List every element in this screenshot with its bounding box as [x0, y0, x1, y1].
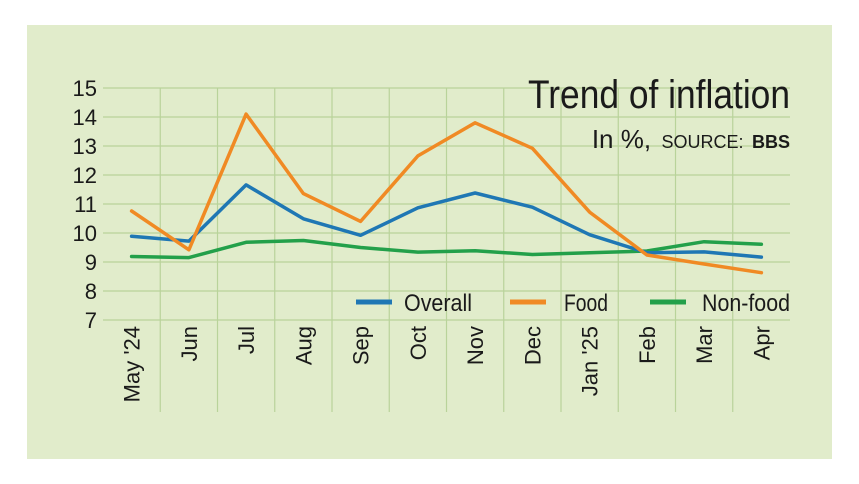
x-tick-label: Jul: [234, 326, 259, 354]
chart-subtitle: In %, SOURCE: BBS: [592, 124, 790, 154]
y-tick-label: 10: [73, 221, 97, 246]
x-tick-labels: May '24 Jun Jul Aug Sep Oct Nov Dec Jan '25 Feb Ma…: [120, 326, 775, 402]
y-tick-label: 13: [73, 134, 97, 159]
series-line-overall: [129, 183, 764, 259]
x-tick-label: Jun: [177, 326, 202, 361]
y-tick-label: 7: [85, 308, 97, 333]
x-tick-label: May '24: [120, 326, 145, 402]
y-tick-label: 12: [73, 163, 97, 188]
series-line-food: [129, 112, 764, 275]
series-line-nonfood: [129, 238, 764, 260]
source-value: BBS: [752, 132, 790, 152]
legend: Overall Food Non-food: [356, 290, 790, 317]
y-tick-label: 8: [85, 279, 97, 304]
x-tick-label: Dec: [520, 326, 545, 365]
x-tick-label: Jan '25: [578, 326, 603, 396]
series-lines: [129, 112, 764, 275]
x-tick-label: Apr: [749, 326, 774, 360]
y-tick-label: 14: [73, 105, 97, 130]
legend-label-food: Food: [564, 290, 608, 317]
chart-title: Trend of inflation: [528, 73, 790, 117]
legend-label-nonfood: Non-food: [702, 290, 790, 317]
x-tick-label: Nov: [463, 326, 488, 365]
y-tick-labels: 7 8 9 10 11 12 13 14 15: [73, 76, 97, 333]
legend-label-overall: Overall: [404, 290, 472, 317]
x-tick-label: Feb: [635, 326, 660, 364]
x-tick-label: Mar: [692, 326, 717, 364]
x-tick-label: Oct: [406, 326, 431, 360]
y-tick-label: 11: [74, 192, 97, 217]
source-label: SOURCE:: [662, 132, 744, 152]
y-tick-label: 9: [85, 250, 97, 275]
x-tick-label: Sep: [349, 326, 374, 365]
x-tick-label: Aug: [291, 326, 316, 365]
y-tick-label: 15: [73, 76, 97, 101]
units-label: In %,: [592, 124, 651, 154]
